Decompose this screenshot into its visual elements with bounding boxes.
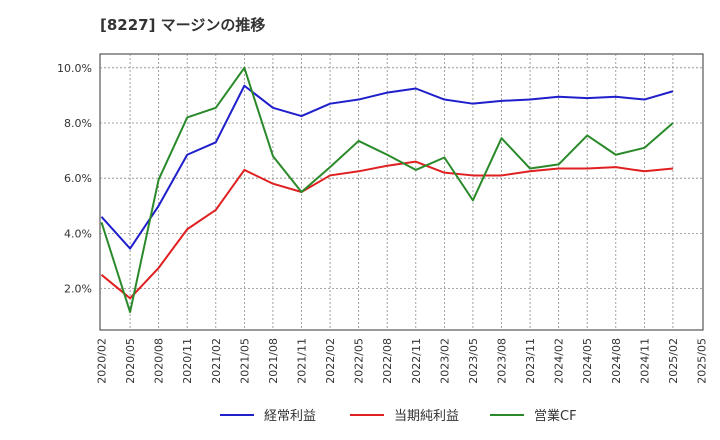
- x-tick-label: 2021/08: [267, 338, 280, 384]
- x-tick-label: 2023/05: [467, 338, 480, 384]
- y-tick-label: 10.0%: [57, 62, 92, 75]
- series-line-1: [100, 84, 674, 250]
- x-tick-label: 2021/02: [210, 338, 223, 384]
- series-lines: [100, 66, 674, 314]
- x-tick-label: 2022/05: [353, 338, 366, 384]
- chart-title: [8227] マージンの推移: [100, 16, 265, 34]
- x-tick-label: 2024/11: [638, 338, 651, 384]
- x-tick-label: 2023/08: [496, 338, 509, 384]
- x-tick-label: 2022/11: [410, 338, 423, 384]
- y-tick-label: 2.0%: [64, 283, 92, 296]
- x-tick-label: 2021/11: [296, 338, 309, 384]
- x-tick-label: 2023/02: [438, 338, 451, 384]
- x-tick-label: 2020/11: [181, 338, 194, 384]
- x-tick-label: 2024/02: [553, 338, 566, 384]
- y-tick-label: 4.0%: [64, 227, 92, 240]
- legend-label-3: 営業CF: [534, 408, 577, 424]
- x-tick-label: 2024/08: [610, 338, 623, 384]
- series-line-2: [100, 160, 674, 300]
- y-axis-ticks: 2.0% 4.0% 6.0% 8.0% 10.0%: [57, 62, 92, 296]
- series-line-3: [100, 66, 674, 314]
- legend-label-2: 当期純利益: [394, 409, 459, 424]
- plot-area: [99, 53, 704, 331]
- x-tick-label: 2025/05: [696, 338, 709, 384]
- x-axis-ticks: 2020/02 2020/05 2020/08 2020/11 2021/02 2021/…: [96, 338, 709, 384]
- legend-label-1: 経常利益: [264, 409, 316, 424]
- x-tick-label: 2020/02: [96, 338, 109, 384]
- x-tick-label: 2025/02: [667, 338, 680, 384]
- x-tick-label: 2020/08: [153, 338, 166, 384]
- x-tick-label: 2022/02: [324, 338, 337, 384]
- x-tick-label: 2021/05: [238, 338, 251, 384]
- x-tick-label: 2024/05: [581, 338, 594, 384]
- y-tick-label: 8.0%: [64, 117, 92, 130]
- x-tick-label: 2023/11: [524, 338, 537, 384]
- y-tick-label: 6.0%: [64, 172, 92, 185]
- x-tick-label: 2022/08: [381, 338, 394, 384]
- x-tick-label: 2020/05: [124, 338, 137, 384]
- chart-legend: 経常利益 当期純利益 営業CF: [220, 408, 577, 424]
- grid-lines: [100, 54, 703, 330]
